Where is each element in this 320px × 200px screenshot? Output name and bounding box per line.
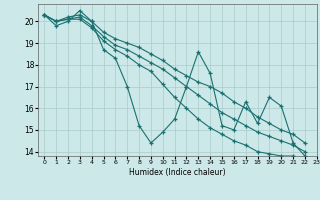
X-axis label: Humidex (Indice chaleur): Humidex (Indice chaleur)	[129, 168, 226, 177]
